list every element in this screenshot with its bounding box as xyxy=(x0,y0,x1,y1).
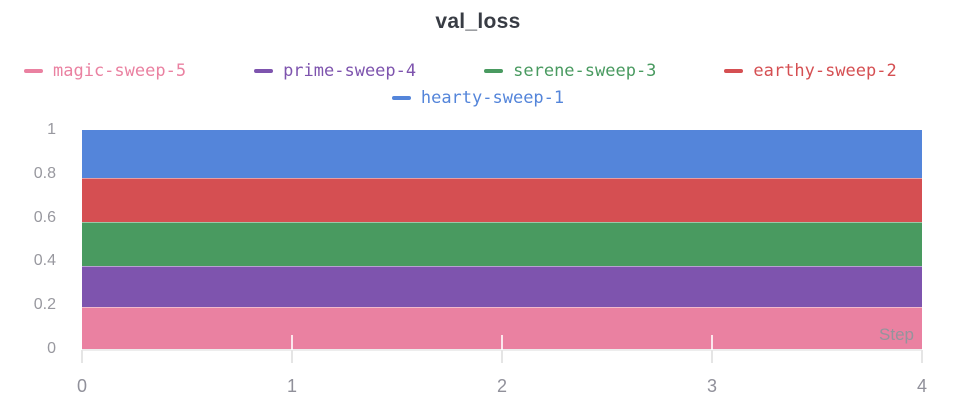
y-tick-label: 0 xyxy=(47,340,56,357)
x-tick-label: 4 xyxy=(916,376,927,396)
legend-label: serene-sweep-3 xyxy=(513,61,657,81)
x-tick-label: 0 xyxy=(76,376,87,396)
x-tick-mark xyxy=(291,335,293,350)
plot-area[interactable] xyxy=(82,130,922,349)
legend-label: earthy-sweep-2 xyxy=(753,61,897,81)
legend-dash-icon xyxy=(24,69,43,73)
y-tick-label: 0.2 xyxy=(33,296,56,314)
y-tick-label: 0.4 xyxy=(33,252,56,270)
y-tick-label: 1 xyxy=(47,121,56,138)
x-tick-mark xyxy=(291,350,293,363)
x-axis-label: Step xyxy=(879,325,914,344)
y-tick-label: 0.6 xyxy=(33,208,56,226)
legend-dash-icon xyxy=(484,69,504,73)
legend-item-magic-sweep-5[interactable]: magic-sweep-5 xyxy=(24,61,186,81)
x-tick-mark xyxy=(501,350,503,363)
x-tick-mark xyxy=(81,350,83,363)
x-tick-mark xyxy=(711,350,713,363)
legend-item-prime-sweep-4[interactable]: prime-sweep-4 xyxy=(254,61,416,81)
legend-label: prime-sweep-4 xyxy=(283,61,417,81)
legend-row-1: magic-sweep-5 prime-sweep-4 serene-sweep… xyxy=(24,61,897,81)
x-tick-mark xyxy=(921,350,923,363)
x-tick-mark xyxy=(711,335,713,350)
legend-item-earthy-sweep-2[interactable]: earthy-sweep-2 xyxy=(724,61,897,81)
x-tick-label: 2 xyxy=(496,376,507,396)
legend-item-hearty-sweep-1[interactable]: hearty-sweep-1 xyxy=(391,88,565,108)
legend-item-serene-sweep-3[interactable]: serene-sweep-3 xyxy=(484,61,656,81)
legend-dash-icon xyxy=(724,69,744,73)
y-tick-label: 0.8 xyxy=(33,164,56,182)
legend-dash-icon xyxy=(254,69,274,73)
legend-dash-icon xyxy=(391,96,411,100)
x-tick-label: 3 xyxy=(706,376,717,396)
legend-label: hearty-sweep-1 xyxy=(420,88,565,108)
chart-title: val_loss xyxy=(435,10,521,33)
x-tick-label: 1 xyxy=(286,376,297,396)
legend-row-2: hearty-sweep-1 xyxy=(0,88,956,108)
legend-label: magic-sweep-5 xyxy=(53,61,187,81)
x-tick-mark xyxy=(501,335,503,350)
